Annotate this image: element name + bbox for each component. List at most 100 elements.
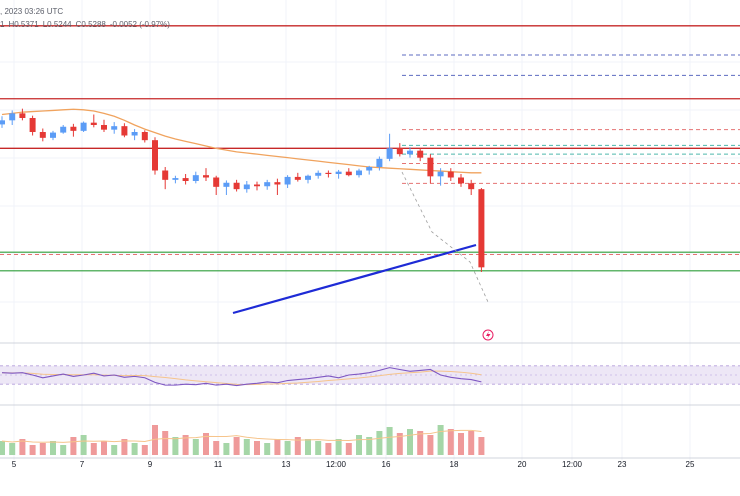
rising-trendline [232, 243, 477, 315]
candle-29 [294, 172, 301, 182]
volume-bar-25 [254, 441, 260, 455]
candle-body-26 [264, 182, 271, 187]
header-high-label: H [8, 20, 15, 29]
volume-bar-35 [356, 435, 362, 455]
candle-body-11 [111, 126, 118, 130]
candle-body-7 [70, 126, 77, 131]
volume-bar-0 [0, 441, 5, 455]
candle-body-22 [223, 182, 230, 187]
header-open-fragment: 1 [0, 20, 5, 29]
candle-body-31 [315, 172, 322, 176]
volume-bar-30 [305, 439, 311, 455]
volume-bar-16 [162, 431, 169, 455]
volume-bar-10 [101, 441, 107, 455]
candle-39 [396, 143, 403, 157]
candle-body-8 [80, 122, 87, 131]
volume-bar-17 [172, 437, 179, 455]
candle-body-19 [192, 175, 199, 181]
ohlc-header: 1 H0.5371 L0.5244 C0.5288 -0.0052 (-0.97%) [0, 20, 174, 40]
candle-body-21 [213, 177, 220, 187]
candle-body-32 [325, 172, 332, 174]
volume-bar-9 [90, 443, 97, 455]
volume-bar-36 [366, 437, 373, 455]
x-tick-label-2: 9 [148, 460, 153, 469]
candle-45 [458, 174, 464, 187]
candle-body-44 [447, 171, 454, 178]
x-tick-label-7: 18 [450, 460, 459, 469]
candle-44 [447, 168, 454, 181]
candle-9 [90, 114, 97, 128]
header-close: 0.5288 [81, 20, 106, 29]
candle-47 [478, 188, 485, 272]
candle-1 [9, 110, 16, 125]
volume-panel [0, 425, 485, 455]
header-change: -0.0052 (-0.97%) [109, 20, 170, 29]
candle-28 [284, 175, 291, 188]
volume-bar-11 [111, 445, 118, 455]
candles [0, 108, 485, 272]
volume-bar-34 [345, 443, 352, 455]
candle-19 [192, 171, 199, 184]
moving-average [1, 108, 482, 174]
candle-5 [50, 130, 56, 141]
candle-21 [213, 175, 220, 195]
volume-bar-44 [447, 429, 454, 455]
volume-bar-8 [80, 435, 87, 455]
candle-body-35 [356, 170, 362, 176]
candle-body-2 [19, 113, 26, 118]
candle-35 [356, 168, 362, 178]
candle-body-6 [60, 126, 67, 133]
volume-bar-7 [70, 437, 77, 455]
x-tick-label-0: 5 [12, 460, 17, 469]
header-datetime: , 2023 03:26 UTC [0, 7, 64, 16]
x-tick-label-1: 7 [80, 460, 85, 469]
candle-7 [70, 123, 77, 137]
candle-4 [39, 128, 46, 142]
rsi-line [1, 367, 482, 387]
candle-body-45 [458, 177, 464, 184]
candle-23 [233, 179, 240, 192]
overlay [401, 171, 494, 341]
candle-18 [182, 174, 189, 185]
volume-bar-3 [29, 445, 36, 455]
volume-bar-46 [468, 431, 475, 455]
candle-body-13 [131, 132, 138, 136]
volume-bar-33 [335, 439, 342, 455]
candle-body-39 [396, 148, 403, 155]
candle-body-17 [172, 178, 179, 180]
candle-body-41 [417, 150, 424, 158]
candle-46 [468, 179, 475, 195]
volume-bar-19 [192, 439, 199, 455]
candle-body-0 [0, 120, 5, 125]
x-tick-label-5: 12:00 [326, 460, 347, 469]
volume-bar-4 [39, 443, 46, 455]
volume-bar-6 [60, 445, 67, 455]
x-tick-label-11: 25 [686, 460, 695, 469]
volume-bar-38 [386, 427, 393, 455]
candle-body-27 [274, 182, 281, 185]
candle-body-4 [39, 132, 46, 138]
candle-38 [386, 133, 393, 162]
price-levels [0, 25, 740, 272]
volume-bar-42 [427, 435, 434, 455]
candle-body-14 [141, 132, 148, 141]
volume-bar-28 [284, 441, 291, 455]
candle-body-10 [101, 125, 107, 130]
volume-bar-27 [274, 439, 281, 455]
candle-body-34 [345, 171, 352, 176]
candle-42 [427, 154, 434, 184]
x-axis: 5 7 9 11 13 12:00 16 18 20 12:00 23 25 [0, 457, 740, 469]
candle-2 [19, 108, 26, 121]
volume-bar-1 [9, 443, 16, 455]
volume-bar-32 [325, 443, 332, 455]
header-low: 0.5244 [47, 20, 72, 29]
x-tick-label-3: 11 [214, 460, 223, 469]
volume-bar-15 [152, 425, 158, 455]
candle-body-36 [366, 167, 373, 171]
header-close-label: C [75, 20, 82, 29]
lightning-bolt-glyph [486, 331, 491, 339]
volume-bar-37 [376, 431, 383, 455]
candle-body-40 [407, 150, 413, 155]
